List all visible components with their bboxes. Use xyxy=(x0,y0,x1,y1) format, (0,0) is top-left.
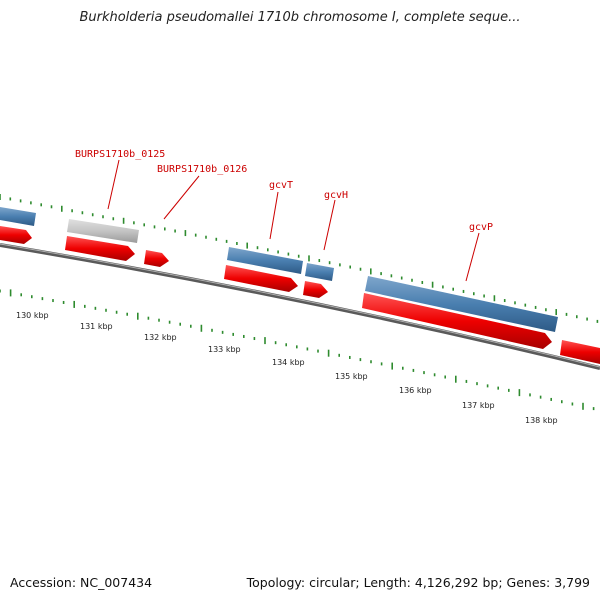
backbone-highlight xyxy=(0,243,600,368)
topology-summary: Topology: circular; Length: 4,126,292 bp… xyxy=(246,575,590,590)
reverse-gene-1[interactable] xyxy=(65,236,135,261)
label-gcvT[interactable]: gcvT xyxy=(269,180,293,191)
reverse-gene-5[interactable] xyxy=(362,293,552,349)
label-gcvP[interactable]: gcvP xyxy=(469,222,493,233)
label-gcvH[interactable]: gcvH xyxy=(324,190,348,201)
leader-gcvH xyxy=(323,199,336,251)
scale-tick-ring xyxy=(0,289,595,411)
reverse-gene-4[interactable] xyxy=(303,281,328,298)
pseudogene-bar[interactable] xyxy=(67,219,139,243)
label-burps1710b-0125[interactable]: BURPS1710b_0125 xyxy=(75,149,165,160)
scale-label-132: 132 kbp xyxy=(144,333,177,342)
scale-label-133: 133 kbp xyxy=(208,345,241,354)
reverse-gene-left-edge[interactable] xyxy=(0,226,32,244)
scale-label-137: 137 kbp xyxy=(462,401,495,410)
reverse-gene-3[interactable] xyxy=(224,265,298,292)
reverse-gene-2[interactable] xyxy=(144,250,169,267)
scale-label-131: 131 kbp xyxy=(80,322,113,331)
gene-gcvT-bar[interactable] xyxy=(227,247,303,274)
label-burps1710b-0126[interactable]: BURPS1710b_0126 xyxy=(157,164,247,175)
map-title: Burkholderia pseudomallei 1710b chromoso… xyxy=(79,10,521,25)
leader-0125 xyxy=(107,159,120,210)
scale-label-135: 135 kbp xyxy=(335,372,368,381)
reverse-gene-right-edge[interactable] xyxy=(560,340,600,364)
scale-label-130: 130 kbp xyxy=(16,311,49,320)
accession-text: Accession: NC_007434 xyxy=(10,575,153,590)
scale-label-138: 138 kbp xyxy=(525,416,558,425)
leader-gcvP xyxy=(465,232,480,282)
scale-label-134: 134 kbp xyxy=(272,358,305,367)
scale-label-136: 136 kbp xyxy=(399,386,432,395)
upper-tick-ring xyxy=(0,194,599,323)
leader-gcvT xyxy=(269,191,279,240)
gene-gcvP-bar[interactable] xyxy=(365,276,558,332)
backbone xyxy=(0,243,600,370)
gene-gcvH-bar[interactable] xyxy=(305,263,334,281)
forward-gene-left-edge[interactable] xyxy=(0,207,36,226)
leader-0126 xyxy=(163,175,200,220)
